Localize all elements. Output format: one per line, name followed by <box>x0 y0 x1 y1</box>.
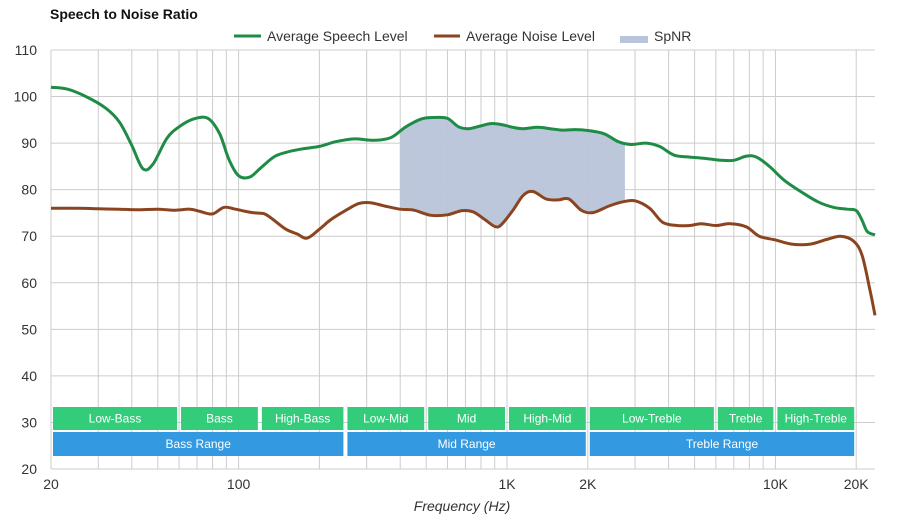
band-low-mid <box>347 407 425 430</box>
range-treble-range <box>589 432 855 456</box>
band-low-treble <box>589 407 714 430</box>
y-tick-label: 80 <box>21 182 37 198</box>
band-low-bass <box>53 407 178 430</box>
band-low-bass-label: Low-Bass <box>89 412 142 426</box>
legend-label-spnr: SpNR <box>654 28 691 44</box>
range-bass-range-label: Bass Range <box>166 437 232 451</box>
y-tick-label: 40 <box>21 368 37 384</box>
x-tick-label: 1K <box>498 476 516 492</box>
y-tick-label: 20 <box>21 461 37 477</box>
range-bass-range <box>53 432 344 456</box>
band-mid-label: Mid <box>457 412 476 426</box>
range-treble-range-label: Treble Range <box>686 437 759 451</box>
y-tick-label: 110 <box>15 42 38 58</box>
speech-level-line <box>50 85 876 237</box>
grid <box>50 49 875 470</box>
band-high-bass-label: High-Bass <box>275 412 330 426</box>
band-low-mid-label: Low-Mid <box>363 412 408 426</box>
legend-label-noise: Average Noise Level <box>466 28 595 44</box>
legend-label-speech: Average Speech Level <box>267 28 408 44</box>
y-tick-label: 50 <box>21 321 37 337</box>
range-mid-range-label: Mid Range <box>438 437 496 451</box>
range-mid-range <box>347 432 586 456</box>
band-treble <box>717 407 774 430</box>
x-tick-label: 2K <box>579 476 597 492</box>
x-tick-label: 10K <box>763 476 789 492</box>
band-low-treble-label: Low-Treble <box>622 412 682 426</box>
chart-title: Speech to Noise Ratio <box>50 6 198 22</box>
series-lines <box>50 85 877 316</box>
x-tick-label: 20 <box>43 476 59 492</box>
band-high-mid-label: High-Mid <box>523 412 571 426</box>
x-axis-label: Frequency (Hz) <box>414 498 510 514</box>
band-bass-label: Bass <box>206 412 233 426</box>
legend: Average Speech Level Average Noise Level… <box>234 28 691 44</box>
y-tick-label: 70 <box>21 228 37 244</box>
band-high-bass <box>261 407 344 430</box>
x-axis-ticks: 20 100 1K 2K 10K 20K <box>43 476 869 492</box>
band-high-treble-label: High-Treble <box>785 412 848 426</box>
band-bass <box>181 407 258 430</box>
band-treble-label: Treble <box>729 412 763 426</box>
y-tick-label: 60 <box>21 275 37 291</box>
x-tick-label: 100 <box>227 476 251 492</box>
spnr-area <box>400 117 625 227</box>
band-high-treble <box>777 407 855 430</box>
x-tick-label: 20K <box>844 476 870 492</box>
y-axis-ticks: 20 30 40 50 60 70 80 90 100 110 <box>14 42 38 477</box>
y-tick-label: 30 <box>21 414 37 430</box>
y-tick-label: 90 <box>21 135 37 151</box>
y-tick-label: 100 <box>14 89 38 105</box>
legend-swatch-spnr <box>620 36 648 43</box>
band-mid <box>428 407 506 430</box>
band-high-mid <box>509 407 586 430</box>
noise-level-line <box>50 189 877 316</box>
frequency-bands: Low-Bass Bass High-Bass Low-Mid Mid High-Mid L… <box>53 407 855 456</box>
spnr-area-shape <box>400 117 625 227</box>
